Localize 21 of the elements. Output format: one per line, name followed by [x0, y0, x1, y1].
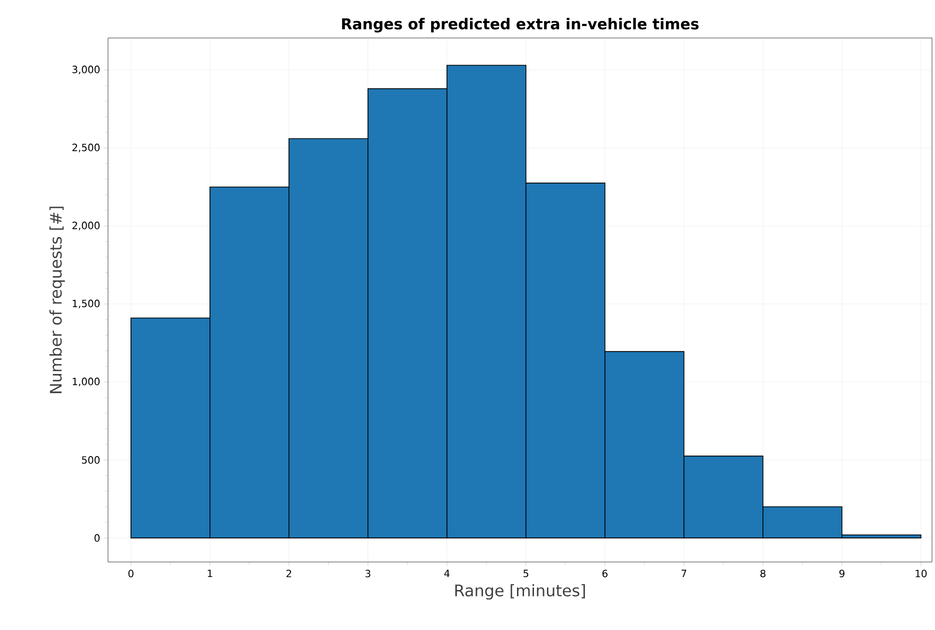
y-tick-label: 1,000 — [72, 378, 100, 386]
x-tick-label: 5 — [524, 570, 528, 578]
x-tick-label: 2 — [286, 570, 292, 578]
y-tick-label: 500 — [82, 456, 100, 464]
x-tick-label: 1 — [208, 570, 212, 578]
x-tick-label: 6 — [602, 570, 608, 578]
x-tick-label: 4 — [444, 570, 450, 578]
x-tick-label: 3 — [366, 570, 370, 578]
x-tick-label: 9 — [839, 570, 844, 578]
x-tick-label: 0 — [128, 570, 134, 578]
y-tick-label: 2,000 — [72, 222, 100, 230]
y-tick-label: 3,000 — [72, 66, 100, 74]
x-tick-label: 7 — [682, 570, 686, 578]
x-tick-label: 8 — [760, 570, 766, 578]
y-axis-title: Number of requests [#] — [49, 206, 65, 394]
x-axis-title: Range [minutes] — [455, 584, 585, 600]
y-tick-label: 0 — [94, 534, 100, 542]
y-tick-label: 2,500 — [72, 144, 100, 152]
x-tick-label: 10 — [916, 570, 927, 578]
chart-title: Ranges of predicted extra in-vehicle times — [342, 18, 699, 32]
y-tick-label: 1,500 — [72, 300, 100, 308]
